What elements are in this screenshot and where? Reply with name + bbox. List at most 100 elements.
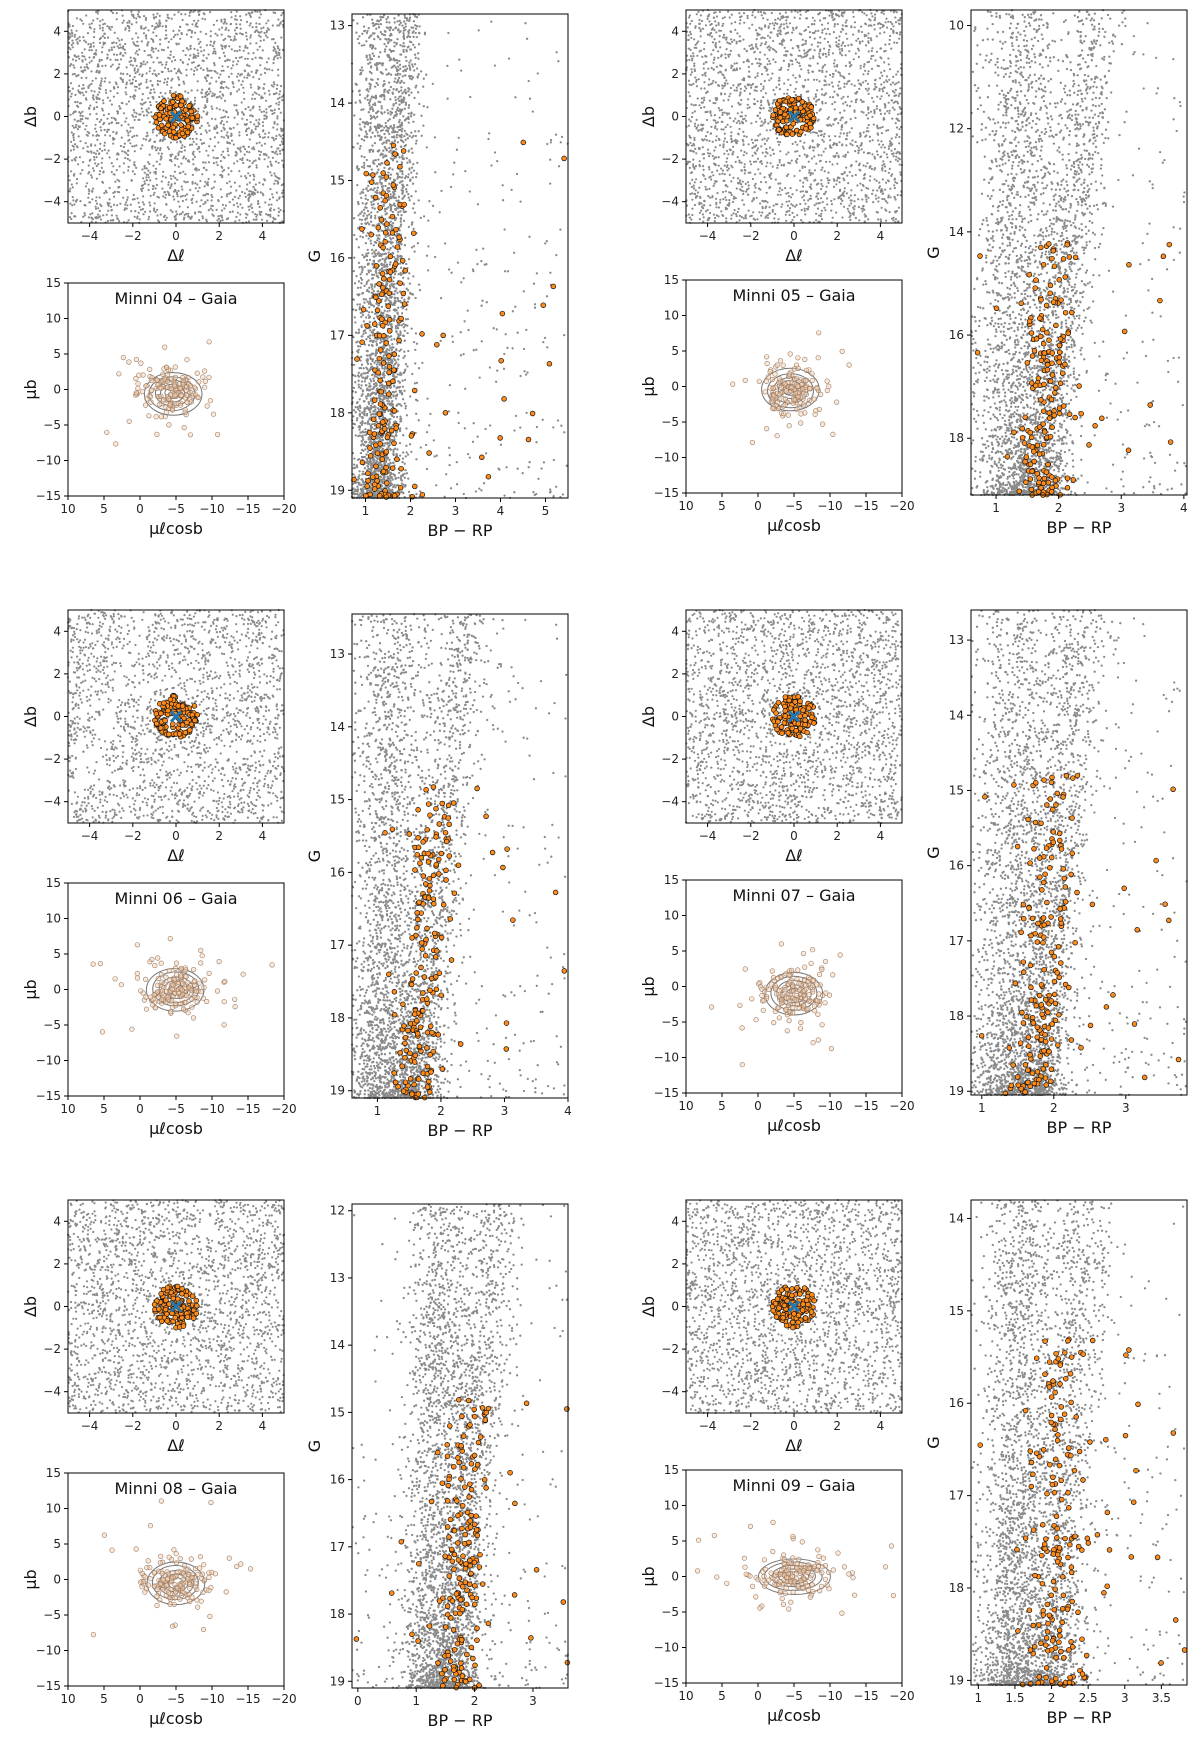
sky-field-star [254,98,256,100]
sky-field-star [189,189,191,191]
sky-field-star [92,19,94,21]
sky-field-star [253,175,255,177]
sky-field-star [184,146,186,148]
sky-field-star [195,169,197,171]
sky-field-star [169,54,171,56]
cmd-field-star [377,230,379,232]
sky-field-star [170,141,172,143]
cmd-field-star [359,273,361,275]
sky-field-star [245,217,247,219]
sky-field-star [191,144,193,146]
sky-field-star [153,91,155,93]
sky-field-star [247,52,249,54]
cmd-field-star [473,422,475,424]
sky-field-star [135,21,137,23]
sky-field-star [221,48,223,50]
pm-member-star [164,410,169,415]
sky-field-star [255,164,257,166]
cmd-field-star [404,195,406,197]
cmd-field-star [394,77,396,79]
sky-member-star [162,99,167,104]
pm-x-tick-label: 10 [60,502,75,516]
sky-field-star [227,137,229,139]
sky-field-star [228,193,230,195]
cmd-field-star [376,366,378,368]
sky-field-star [194,100,196,102]
cmd-field-star [394,486,396,488]
cmd-field-star [361,424,363,426]
sky-field-star [213,62,215,64]
sky-field-star [137,45,139,47]
cmd-field-star [411,167,413,169]
cmd-field-star [534,303,536,305]
sky-field-star [124,43,126,45]
cmd-field-star [546,295,548,297]
sky-field-star [197,38,199,40]
cmd-field-star [536,272,538,274]
sky-member-star [170,100,175,105]
cmd-field-star [370,136,372,138]
sky-field-star [203,107,205,109]
sky-field-star [155,48,157,50]
sky-member-star [179,123,184,128]
sky-field-star [191,89,193,91]
sky-field-star [171,211,173,213]
sky-field-star [208,145,210,147]
sky-field-star [246,119,248,121]
sky-field-star [222,109,224,111]
cmd-field-star [408,88,410,90]
cmd-field-star [543,461,545,463]
cmd-field-star [364,206,366,208]
sky-field-star [231,140,233,142]
sky-field-star [145,176,147,178]
sky-y-tick-label: −2 [43,152,61,166]
cmd-field-star [383,167,385,169]
cmd-field-star [357,374,359,376]
sky-field-star [156,161,158,163]
sky-field-star [246,183,248,185]
sky-field-star [259,57,261,59]
pm-y-tick-label: 10 [46,312,61,326]
sky-field-star [211,108,213,110]
cmd-field-star [381,306,383,308]
sky-field-star [99,38,101,40]
sky-field-star [161,49,163,51]
sky-field-star [88,216,90,218]
sky-field-star [217,157,219,159]
sky-x-tick-label: 2 [215,229,223,243]
sky-field-star [108,50,110,52]
sky-field-star [91,176,93,178]
sky-field-star [142,201,144,203]
sky-field-star [260,97,262,99]
sky-field-star [111,171,113,173]
sky-field-star [73,148,75,150]
cmd-field-star [391,400,393,402]
pm-member-star [202,385,207,390]
sky-field-star [245,32,247,34]
sky-field-star [76,120,78,122]
sky-field-star [223,52,225,54]
sky-field-star [135,167,137,169]
cmd-field-star [387,171,389,173]
sky-field-star [264,92,266,94]
sky-field-star [220,220,222,222]
cmd-field-star [374,85,376,87]
sky-field-star [266,220,268,222]
sky-field-star [103,170,105,172]
sky-field-star [221,136,223,138]
sky-field-star [254,193,256,195]
pm-member-star [161,397,166,402]
sky-field-star [266,61,268,63]
sky-field-star [81,111,83,113]
cmd-field-star [366,215,368,217]
cmd-field-star [354,321,356,323]
sky-field-star [107,202,109,204]
sky-field-star [234,182,236,184]
cmd-field-star [401,297,403,299]
cmd-field-star [412,36,414,38]
sky-field-star [153,194,155,196]
cmd-field-star [410,92,412,94]
sky-field-star [94,128,96,130]
sky-field-star [137,68,139,70]
sky-field-star [259,206,261,208]
